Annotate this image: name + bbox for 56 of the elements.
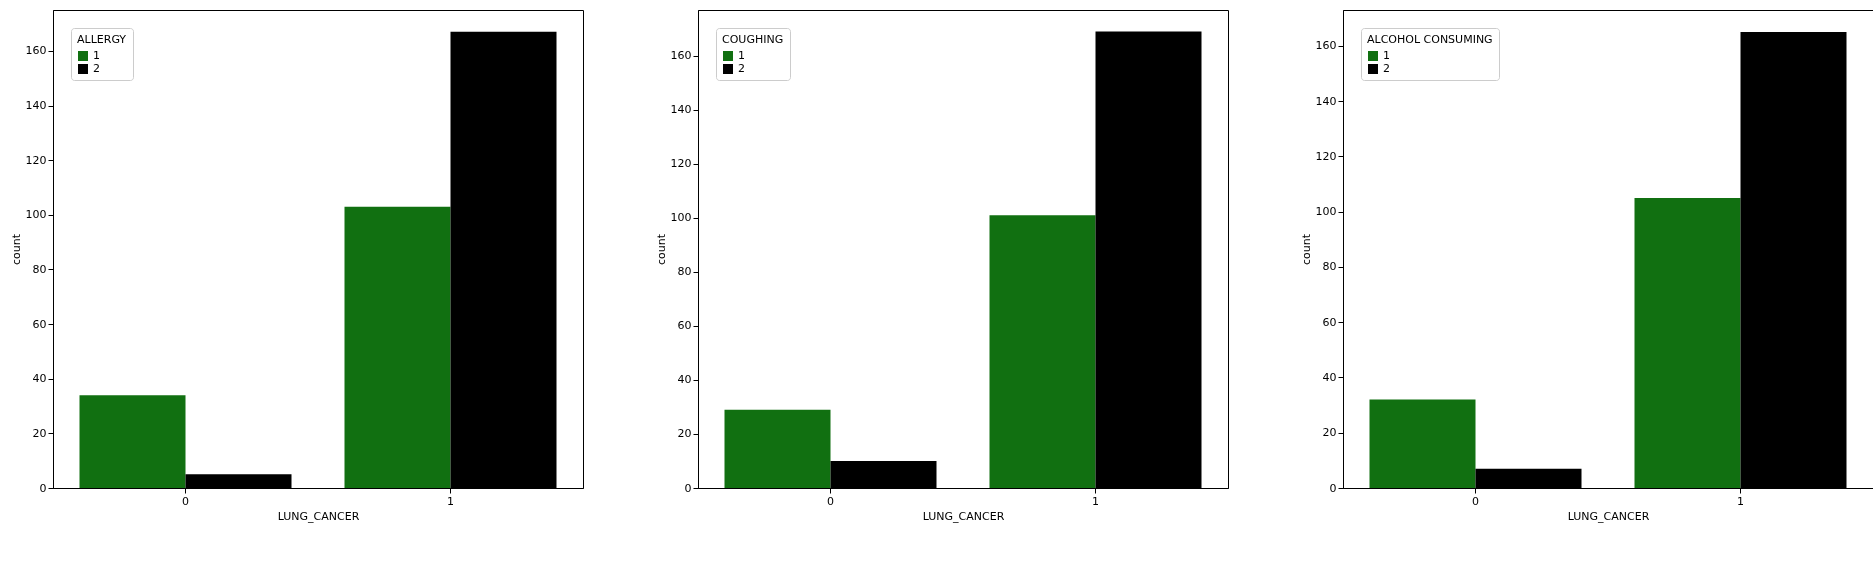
x-tick-label: 1 xyxy=(1737,494,1744,508)
y-tick-label: 20 xyxy=(1322,426,1337,440)
y-tick-label: 160 xyxy=(1315,39,1337,53)
y-tick-label: 60 xyxy=(1322,315,1337,329)
bar xyxy=(1369,399,1476,488)
y-tick-label: 140 xyxy=(25,99,47,113)
x-tick-label: 0 xyxy=(827,494,834,508)
bar xyxy=(1475,468,1582,488)
bar xyxy=(79,395,186,488)
y-tick-label: 0 xyxy=(1329,481,1337,495)
y-tick-label: 40 xyxy=(677,373,692,387)
y-tick-label: 40 xyxy=(1322,370,1337,384)
bar xyxy=(344,206,451,488)
y-tick-label: 160 xyxy=(670,49,692,63)
y-tick-label: 140 xyxy=(670,103,692,117)
legend-label: 2 xyxy=(1383,62,1390,75)
y-tick-label: 40 xyxy=(32,372,47,386)
legend-title: ALLERGY xyxy=(77,33,127,46)
x-axis-title: LUNG_CANCER xyxy=(922,509,1005,523)
x-tick-label: 0 xyxy=(1472,494,1479,508)
x-tick-label: 1 xyxy=(1092,494,1099,508)
y-tick-label: 0 xyxy=(684,481,692,495)
y-tick-label: 160 xyxy=(25,44,47,58)
bar xyxy=(1740,32,1847,488)
y-tick-label: 80 xyxy=(32,262,47,276)
y-tick-label: 120 xyxy=(670,157,692,171)
y-axis-title: count xyxy=(654,233,668,266)
y-tick-label: 20 xyxy=(32,426,47,440)
x-axis-title: LUNG_CANCER xyxy=(1567,509,1650,523)
y-axis-title: count xyxy=(9,233,23,266)
y-tick-label: 100 xyxy=(25,208,47,222)
y-tick-label: 120 xyxy=(1315,149,1337,163)
y-tick-label: 140 xyxy=(1315,94,1337,108)
y-tick-label: 60 xyxy=(677,319,692,333)
y-tick-label: 60 xyxy=(32,317,47,331)
y-tick-label: 80 xyxy=(1322,260,1337,274)
legend-label: 1 xyxy=(93,49,100,62)
y-tick-label: 80 xyxy=(677,265,692,279)
y-tick-label: 20 xyxy=(677,427,692,441)
x-tick-label: 0 xyxy=(182,494,189,508)
legend-title: COUGHING xyxy=(722,33,784,46)
y-tick-label: 100 xyxy=(1315,205,1337,219)
bar xyxy=(989,215,1096,488)
bar xyxy=(1634,197,1741,488)
y-tick-label: 120 xyxy=(25,153,47,167)
legend-label: 2 xyxy=(738,62,745,75)
x-tick-label: 1 xyxy=(447,494,454,508)
y-axis-title: count xyxy=(1299,233,1313,266)
y-tick-label: 100 xyxy=(670,211,692,225)
legend-label: 1 xyxy=(738,49,745,62)
x-axis-title: LUNG_CANCER xyxy=(277,509,360,523)
bar xyxy=(724,409,831,488)
legend-label: 1 xyxy=(1383,49,1390,62)
legend-title: ALCOHOL CONSUMING xyxy=(1367,33,1493,46)
legend-label: 2 xyxy=(93,62,100,75)
y-tick-label: 0 xyxy=(39,481,47,495)
